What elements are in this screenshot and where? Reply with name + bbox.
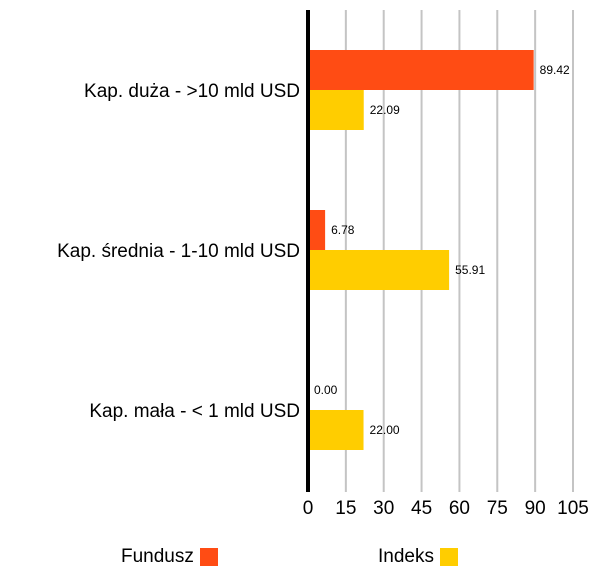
data-label: 55.91 bbox=[455, 263, 485, 277]
data-label: 89.42 bbox=[540, 63, 570, 77]
x-tick-label: 75 bbox=[487, 498, 508, 519]
bar-indeks bbox=[308, 250, 450, 290]
bar-fundusz bbox=[308, 210, 326, 250]
data-labels: 89.42 22.09 6.78 55.91 0.00 22.00 bbox=[314, 63, 570, 437]
x-tick-label: 60 bbox=[449, 498, 470, 519]
bars bbox=[308, 50, 534, 450]
x-tick-label: 15 bbox=[335, 498, 356, 519]
legend-item-indeks: Indeks bbox=[378, 546, 458, 568]
bar-fundusz bbox=[308, 50, 534, 90]
legend-swatch-indeks bbox=[439, 548, 458, 566]
legend-item-fundusz: Fundusz bbox=[121, 546, 218, 568]
category-label: Kap. mała - < 1 mld USD bbox=[89, 401, 300, 422]
bar-chart: 89.42 22.09 6.78 55.91 0.00 22.00 Kap. duża -… bbox=[57, 10, 589, 519]
data-label: 22.09 bbox=[370, 103, 400, 117]
x-tick-label: 30 bbox=[373, 498, 394, 519]
data-label: 6.78 bbox=[331, 223, 355, 237]
category-label: Kap. duża - >10 mld USD bbox=[84, 81, 300, 102]
bar-indeks bbox=[308, 410, 364, 450]
x-tick-label: 90 bbox=[525, 498, 546, 519]
category-labels: Kap. duża - >10 mld USD Kap. średnia - 1-… bbox=[57, 81, 300, 422]
category-label: Kap. średnia - 1-10 mld USD bbox=[57, 241, 300, 262]
bar-indeks bbox=[308, 90, 364, 130]
x-tick-label: 45 bbox=[411, 498, 432, 519]
legend-swatch-fundusz bbox=[199, 548, 218, 566]
x-axis-tick-labels: 0 15 30 45 60 75 90 105 bbox=[303, 498, 589, 519]
x-tick-label: 0 bbox=[303, 498, 314, 519]
legend-label-indeks: Indeks bbox=[378, 546, 434, 567]
data-label: 22.00 bbox=[370, 423, 400, 437]
x-tick-label: 105 bbox=[557, 498, 589, 519]
data-label: 0.00 bbox=[314, 383, 338, 397]
legend-label-fundusz: Fundusz bbox=[121, 546, 194, 567]
